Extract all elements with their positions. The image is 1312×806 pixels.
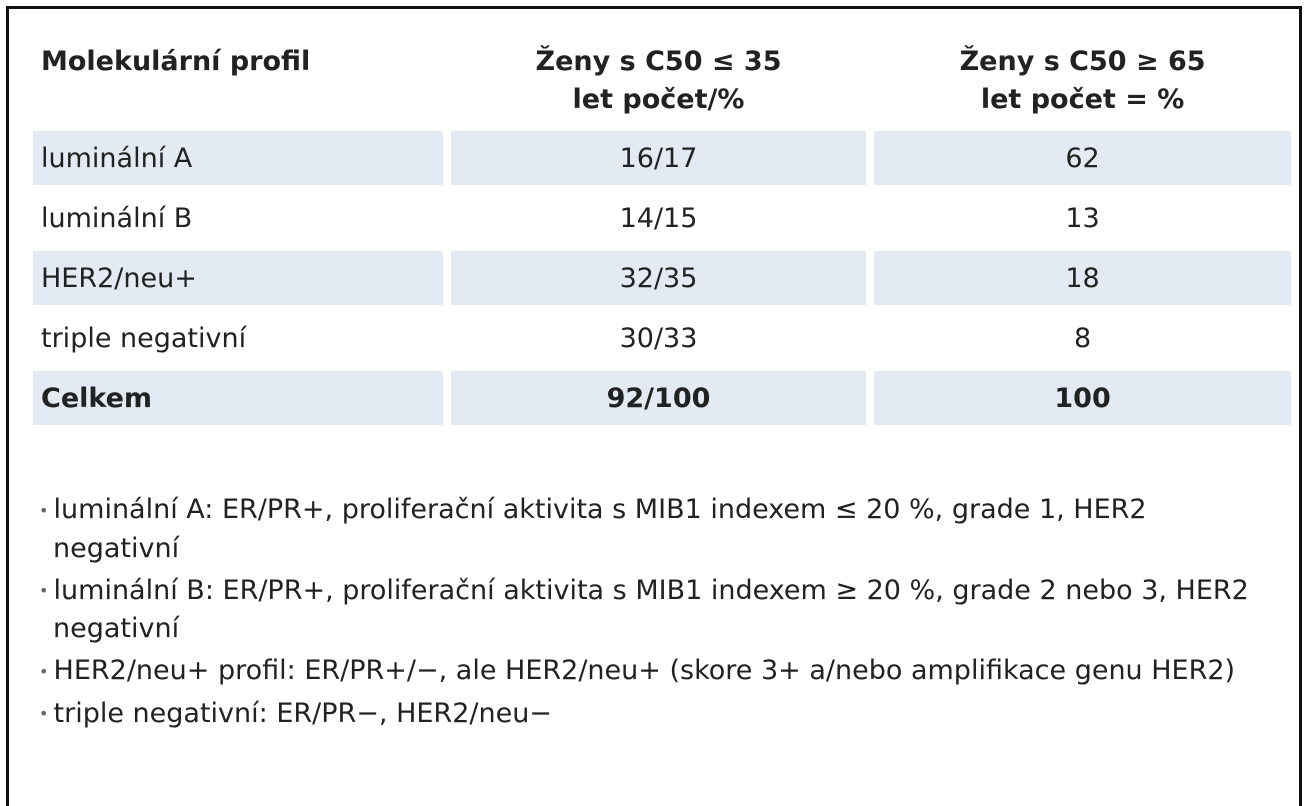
- table-cell: 8: [1073, 322, 1092, 354]
- column-header: Molekulární profil: [33, 37, 443, 125]
- table-cell: luminální A: [33, 131, 443, 185]
- column-header: Ženy s C50 ≤ 35 let počet/%: [451, 37, 866, 125]
- table-cell: 92/100: [450, 371, 867, 425]
- table-cell: HER2/neu+: [33, 251, 443, 305]
- table-cell: triple negativní: [41, 322, 247, 354]
- note: luminální B: ER/PR+, proliferační aktivi…: [39, 572, 1269, 649]
- table-cell: 30/33: [619, 322, 698, 354]
- table-cell: luminální B: [41, 202, 193, 234]
- table-cell: 14/15: [619, 202, 698, 234]
- table-cell: 100: [874, 371, 1291, 425]
- table-row: HER2/neu+ 32/35 18: [33, 251, 1291, 305]
- column-header: Ženy s C50 ≥ 65 let počet = %: [874, 37, 1291, 125]
- header-text: Ženy s C50 ≤ 35 let počet/%: [535, 46, 782, 115]
- table-cell: Celkem: [33, 371, 443, 425]
- note: luminální A: ER/PR+, proliferační aktivi…: [39, 491, 1269, 568]
- table-cell: 62: [874, 131, 1291, 185]
- table-row: Celkem 92/100 100: [33, 371, 1291, 425]
- table-cell: 16/17: [450, 131, 867, 185]
- frame: Molekulární profil Ženy s C50 ≤ 35 let po…: [6, 6, 1302, 806]
- note: triple negativní: ER/PR−, HER2/neu−: [39, 695, 1269, 734]
- note: HER2/neu+ profil: ER/PR+/−, ale HER2/neu…: [39, 652, 1269, 691]
- table-cell: 13: [1065, 202, 1100, 234]
- table-cell: 18: [874, 251, 1291, 305]
- header-row: Molekulární profil Ženy s C50 ≤ 35 let po…: [33, 37, 1291, 125]
- header-text: Ženy s C50 ≥ 65 let počet = %: [959, 46, 1206, 115]
- header-text: Molekulární profil: [41, 46, 311, 77]
- table-row: luminální B 14/15 13: [33, 191, 1291, 245]
- table-cell: 32/35: [450, 251, 867, 305]
- table-row: luminální A 16/17 62: [33, 131, 1291, 185]
- notes: luminální A: ER/PR+, proliferační aktivi…: [39, 491, 1269, 737]
- table-row: triple negativní 30/33 8: [33, 311, 1291, 365]
- table: Molekulární profil Ženy s C50 ≤ 35 let po…: [25, 31, 1299, 431]
- table-body: luminální A 16/17 62 luminální B 14/15 13 HER2…: [33, 131, 1291, 425]
